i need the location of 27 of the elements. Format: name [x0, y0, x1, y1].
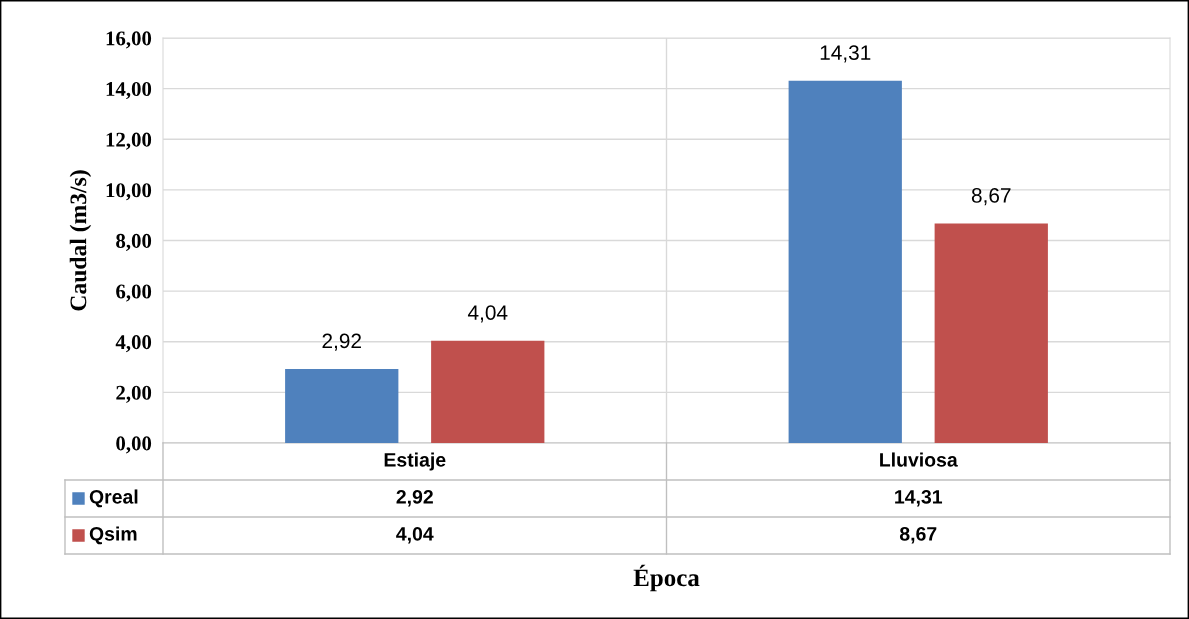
y-tick-label: 6,00: [116, 284, 152, 302]
x-axis-title: Época: [633, 564, 700, 592]
text: 8,67: [971, 188, 1011, 206]
y-tick-label: 4,00: [115, 335, 152, 353]
y-tick-label: 12,00: [106, 132, 152, 150]
legend-label: Qreal: [89, 489, 138, 508]
y-tick-label: 0,00: [116, 436, 152, 454]
x-tick-label: Estiaje: [384, 452, 446, 471]
bar: [788, 80, 902, 443]
y-tick-label: 10,00: [106, 183, 152, 201]
bar: [934, 223, 1048, 443]
legend-label: Qsim: [89, 526, 137, 545]
data-label: 2,92: [396, 489, 433, 507]
y-tick-label: 8,00: [116, 233, 152, 251]
text: 14,31: [820, 45, 871, 63]
data-label: 14,31: [895, 489, 943, 507]
y-tick-label: 2,00: [116, 385, 152, 403]
data-label: 8,67: [899, 526, 937, 544]
data-label: 4,04: [396, 526, 434, 544]
y-axis-title: Caudal (m3/s): [69, 170, 92, 311]
y-tick-label: 14,00: [106, 82, 152, 100]
y-tick-label: 16,00: [106, 31, 152, 49]
x-tick-label: Lluviosa: [880, 452, 958, 467]
bar: [431, 340, 545, 443]
text: 2,92: [322, 333, 361, 351]
text: 4,04: [467, 305, 508, 323]
bar: [285, 369, 399, 443]
